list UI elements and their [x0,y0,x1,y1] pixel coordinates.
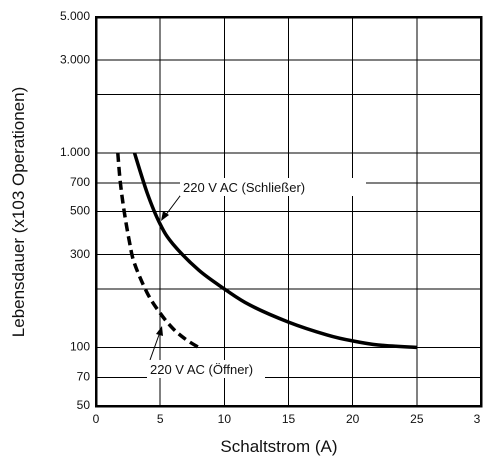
schliesser-curve-label: 220 V AC (Schließer) [183,180,305,195]
x-axis-title: Schaltstrom (A) [220,437,337,456]
chart-curves [116,152,417,350]
x-tick-label: 15 [282,412,296,426]
plot-frame [94,15,483,408]
y-tick-label: 1.000 [60,145,90,159]
x-tick-label: 25 [410,412,424,426]
schliesser-label-bg [180,178,366,196]
x-tick-label: 0 [93,412,100,426]
y-axis-title: Lebensdauer (x103 Operationen) [9,87,28,337]
y-tick-label: 700 [70,175,90,189]
y-tick-label: 300 [70,247,90,261]
oeffner-curve-label: 220 V AC (Öffner) [150,362,253,377]
x-tick-label: 3 [474,412,481,426]
y-tick-label: 3.000 [60,52,90,66]
chart-ticks: 0 5 10 15 20 25 3 50 70 100 300 500 700 1.000 3.000 5.0… [60,9,481,426]
y-tick-label: 70 [77,370,91,384]
schliesser-leader-arrow [161,211,169,221]
oeffner-curve-line [116,152,200,349]
oeffner-label-bg [147,360,265,378]
x-tick-label: 20 [346,412,360,426]
y-tick-label: 500 [70,204,90,218]
y-tick-label: 50 [77,398,91,412]
oeffner-leader-line [149,331,161,361]
x-tick-label: 10 [218,412,232,426]
schliesser-curve-line [132,152,417,350]
oeffner-leader-arrow [156,326,163,336]
y-tick-label: 100 [70,340,90,354]
x-tick-label: 5 [157,412,164,426]
y-tick-label: 5.000 [60,9,90,23]
